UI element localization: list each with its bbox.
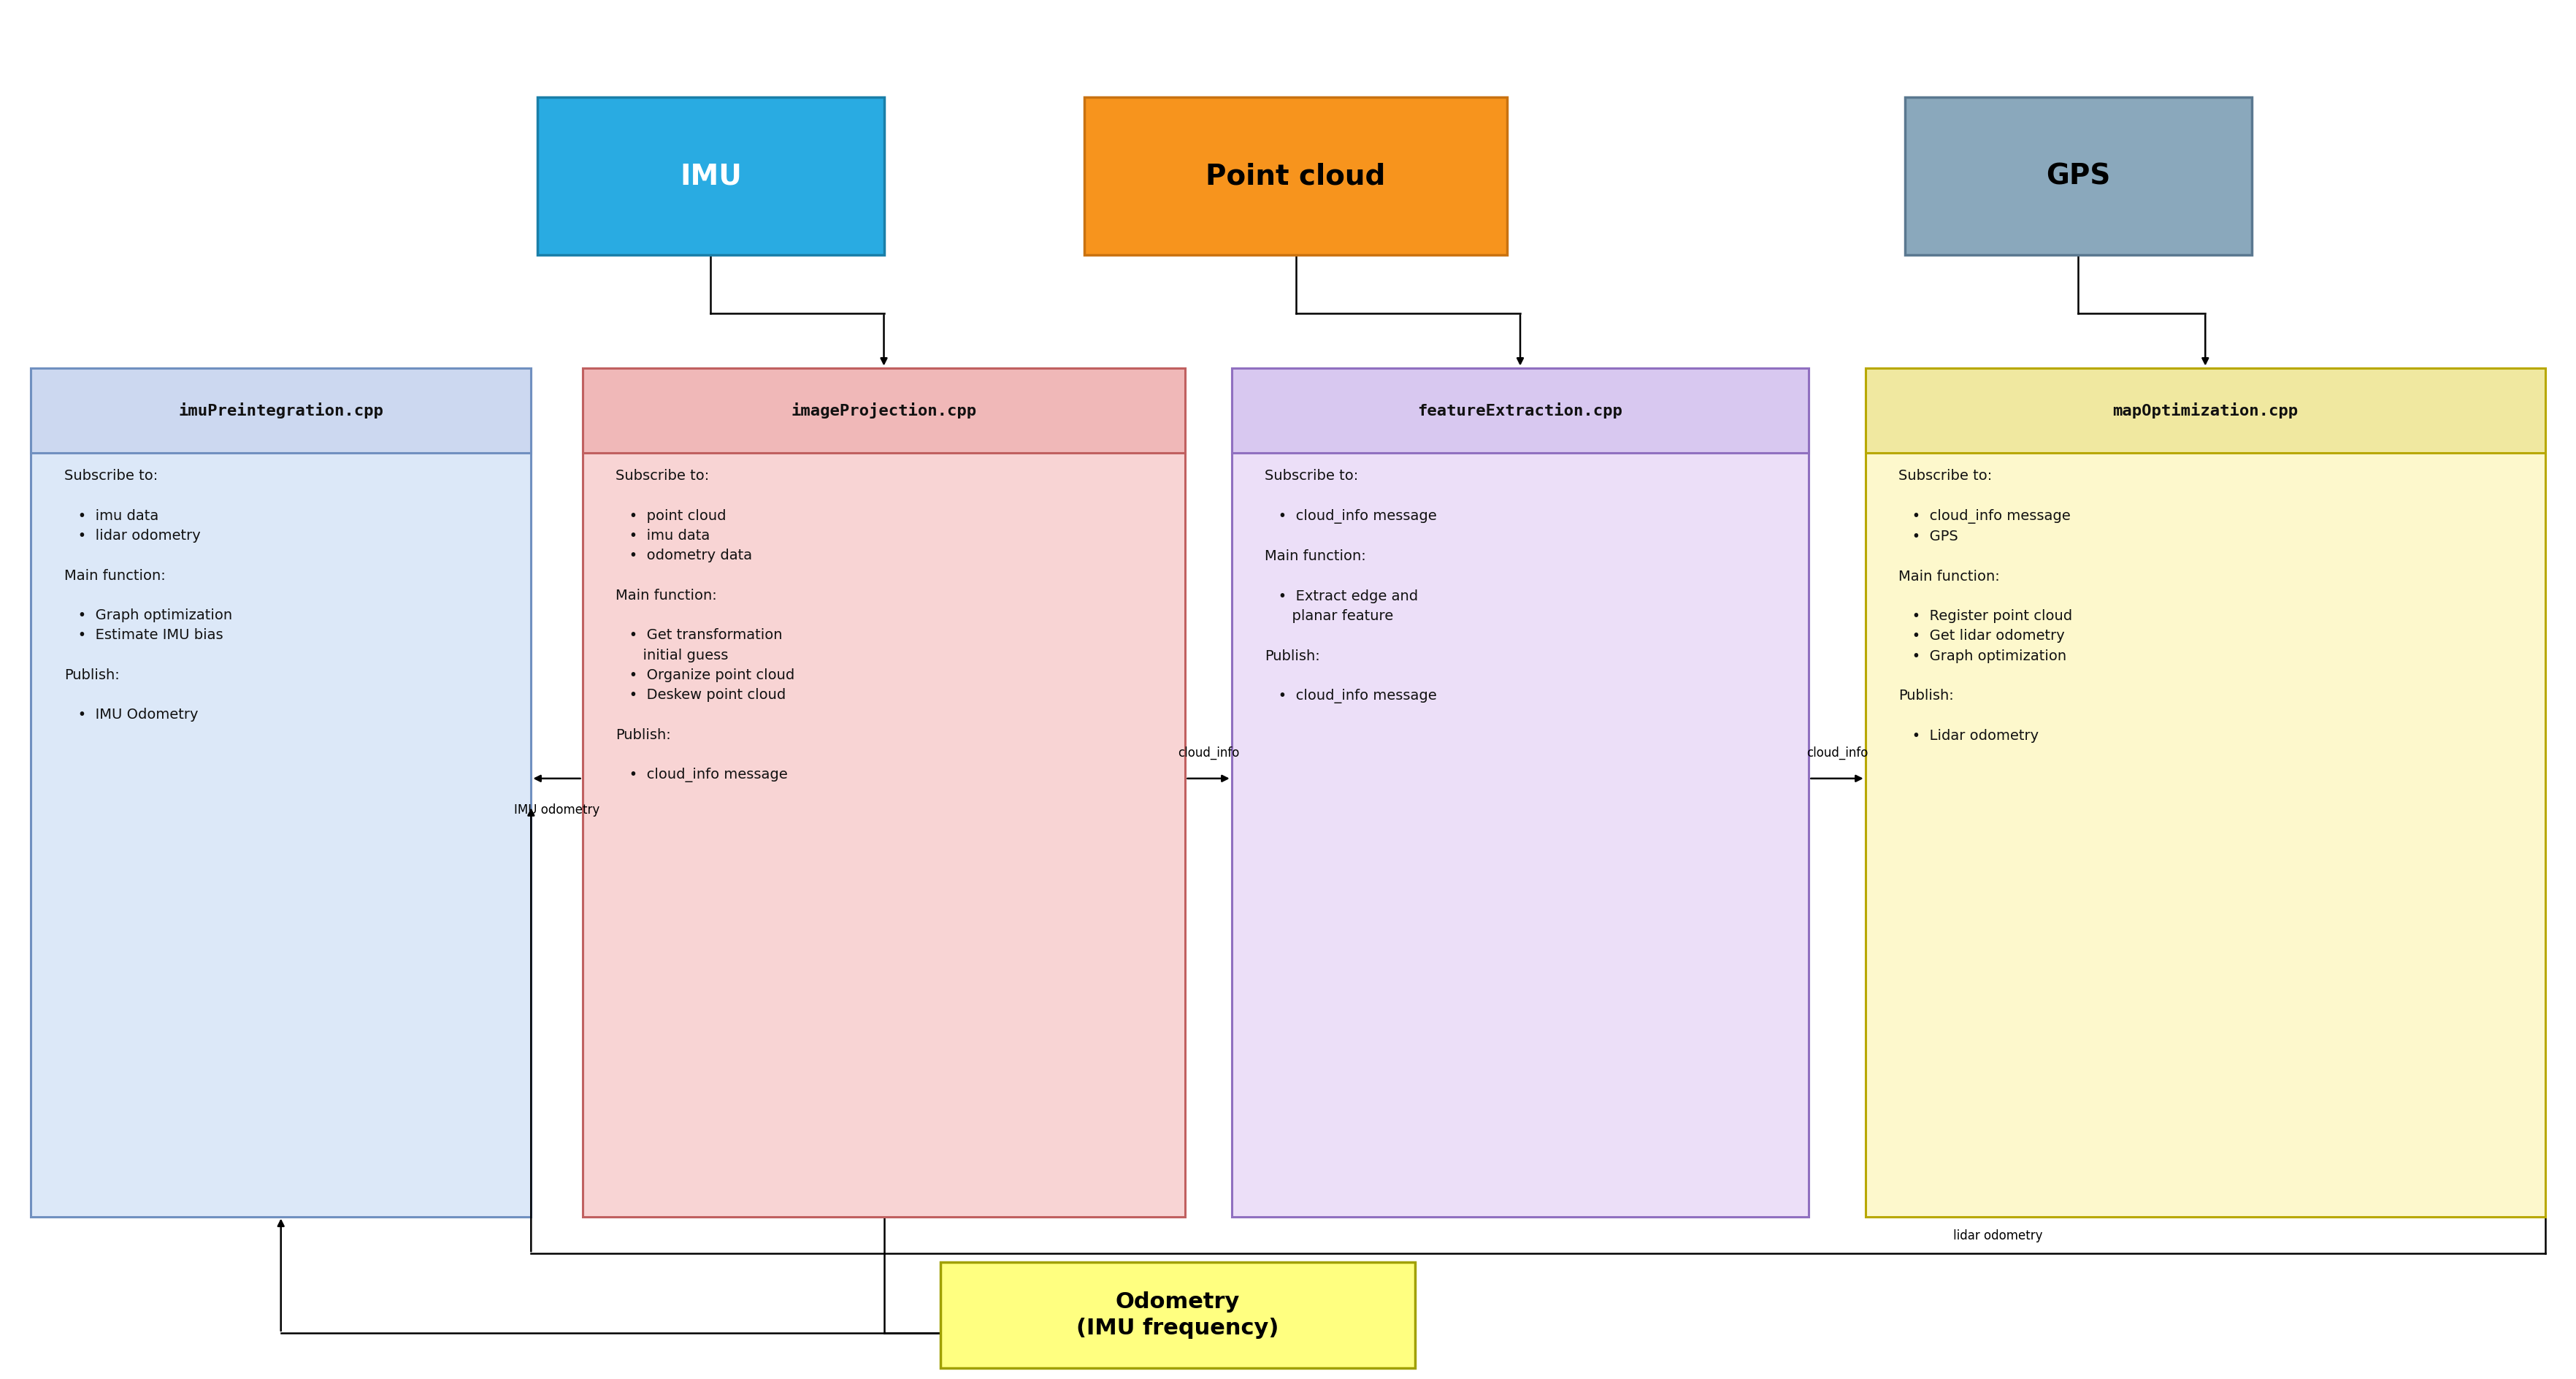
FancyBboxPatch shape [582, 368, 1185, 452]
Text: mapOptimization.cpp: mapOptimization.cpp [2112, 403, 2298, 418]
Text: lidar odometry: lidar odometry [1953, 1229, 2043, 1242]
FancyBboxPatch shape [940, 1262, 1414, 1368]
FancyBboxPatch shape [582, 368, 1185, 1216]
Text: Subscribe to:

   •  point cloud
   •  imu data
   •  odometry data

Main functi: Subscribe to: • point cloud • imu data •… [616, 469, 796, 782]
Text: Point cloud: Point cloud [1206, 163, 1386, 190]
Text: IMU odometry: IMU odometry [515, 803, 600, 816]
FancyBboxPatch shape [1231, 368, 1808, 1216]
FancyBboxPatch shape [538, 98, 884, 255]
FancyBboxPatch shape [1231, 368, 1808, 452]
Text: IMU: IMU [680, 163, 742, 190]
FancyBboxPatch shape [31, 368, 531, 452]
FancyBboxPatch shape [1906, 98, 2251, 255]
Text: Subscribe to:

   •  cloud_info message

Main function:

   •  Extract edge and
: Subscribe to: • cloud_info message Main … [1265, 469, 1437, 703]
Text: Odometry
(IMU frequency): Odometry (IMU frequency) [1077, 1291, 1278, 1339]
Text: GPS: GPS [2045, 163, 2110, 190]
Text: Subscribe to:

   •  imu data
   •  lidar odometry

Main function:

   •  Graph : Subscribe to: • imu data • lidar odometr… [64, 469, 232, 721]
Text: cloud_info: cloud_info [1806, 746, 1868, 760]
FancyBboxPatch shape [31, 368, 531, 1216]
Text: featureExtraction.cpp: featureExtraction.cpp [1417, 403, 1623, 418]
FancyBboxPatch shape [1084, 98, 1507, 255]
FancyBboxPatch shape [1865, 368, 2545, 1216]
Text: cloud_info: cloud_info [1177, 746, 1239, 760]
Text: imuPreintegration.cpp: imuPreintegration.cpp [178, 403, 384, 418]
Text: Subscribe to:

   •  cloud_info message
   •  GPS

Main function:

   •  Registe: Subscribe to: • cloud_info message • GPS… [1899, 469, 2074, 742]
Text: imageProjection.cpp: imageProjection.cpp [791, 403, 976, 418]
FancyBboxPatch shape [1865, 368, 2545, 452]
